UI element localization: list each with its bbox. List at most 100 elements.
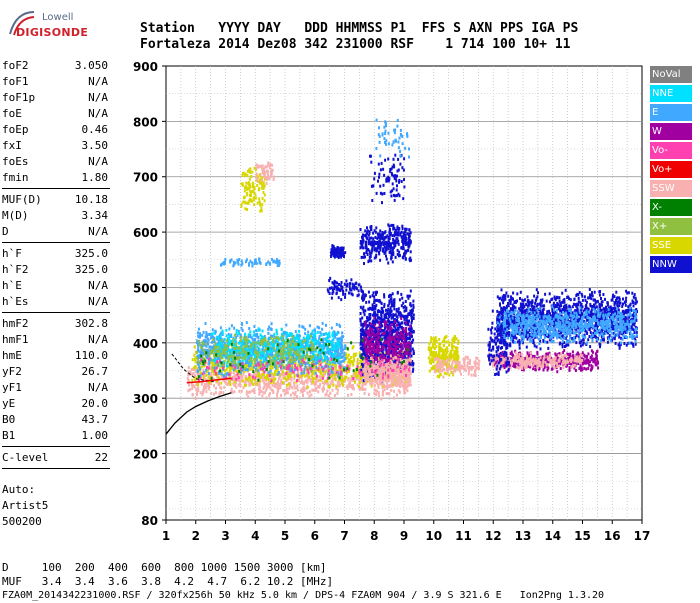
echo-point [339,353,341,356]
echo-point [213,332,215,335]
echo-point [258,356,260,359]
echo-point [369,373,371,376]
echo-point [308,376,310,379]
echo-point [382,311,384,314]
echo-point [205,390,207,393]
echo-point [335,365,337,368]
echo-point [405,321,407,324]
echo-point [406,338,408,341]
echo-point [412,316,414,319]
echo-point [192,393,194,396]
echo-point [233,390,235,393]
echo-point [292,386,294,389]
echo-point [382,393,384,396]
echo-point [396,394,398,397]
echo-point [401,314,403,317]
echo-point [344,357,346,360]
echo-point [334,394,336,397]
echo-point [393,307,395,310]
echo-point [348,358,350,361]
echo-point [408,337,410,340]
echo-point [362,330,364,333]
echo-point [342,383,344,386]
echo-point [386,258,388,261]
echo-point [390,338,392,341]
echo-point [387,337,389,340]
echo-point [343,378,345,381]
echo-point [294,337,296,340]
echo-point [366,316,368,319]
echo-point [199,368,201,371]
echo-point [370,243,372,246]
echo-point [341,335,343,338]
echo-point [274,384,276,387]
echo-point [306,349,308,352]
echo-point [401,380,403,383]
echo-point [304,332,306,335]
echo-point [253,366,255,369]
echo-point [387,328,389,331]
echo-point [234,374,236,377]
echo-point [236,329,238,332]
echo-point [246,393,248,396]
echo-point [230,349,232,352]
echo-point [239,360,241,363]
echo-point [372,320,374,323]
echo-point [301,344,303,347]
echo-point [231,391,233,394]
echo-point [278,371,280,374]
echo-point [401,321,403,324]
echo-point [223,374,225,377]
echo-point [381,324,383,327]
echo-point [209,376,211,379]
echo-point [228,335,230,338]
echo-point [200,372,202,375]
echo-point [363,334,365,337]
echo-point [412,348,414,351]
echo-point [245,342,247,345]
echo-point [254,358,256,361]
echo-point [226,383,228,386]
echo-point [311,374,313,377]
echo-point [360,377,362,380]
echo-point [332,380,334,383]
echo-point [322,359,324,362]
echo-point [372,232,374,235]
echo-point [318,351,320,354]
echo-point [233,327,235,330]
echo-point [222,332,224,335]
echo-point [370,357,372,360]
echo-point [283,377,285,380]
echo-point [249,376,251,379]
echo-point [312,330,314,333]
echo-point [189,388,191,391]
echo-point [395,348,397,351]
echo-point [389,392,391,395]
echo-point [362,365,364,368]
echo-point [295,330,297,333]
echo-point [194,346,196,349]
echo-point [368,291,370,294]
echo-point [359,381,361,384]
echo-point [400,358,402,361]
echo-point [213,384,215,387]
echo-point [371,328,373,331]
echo-point [247,395,249,398]
echo-point [234,381,236,384]
echo-point [205,331,207,334]
echo-point [403,315,405,318]
echo-point [298,360,300,363]
echo-point [403,318,405,321]
echo-point [400,317,402,320]
echo-point [259,392,261,395]
echo-point [303,371,305,374]
echo-point [372,303,374,306]
echo-point [263,338,265,341]
echo-point [378,309,380,312]
echo-point [291,356,293,359]
echo-point [310,380,312,383]
echo-point [382,383,384,386]
echo-point [366,226,368,229]
echo-point [202,342,204,345]
echo-point [263,357,265,360]
